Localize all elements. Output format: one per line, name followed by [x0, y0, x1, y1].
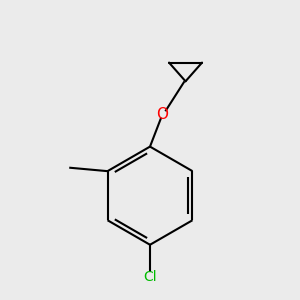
- Text: O: O: [156, 107, 168, 122]
- Text: Cl: Cl: [143, 270, 157, 284]
